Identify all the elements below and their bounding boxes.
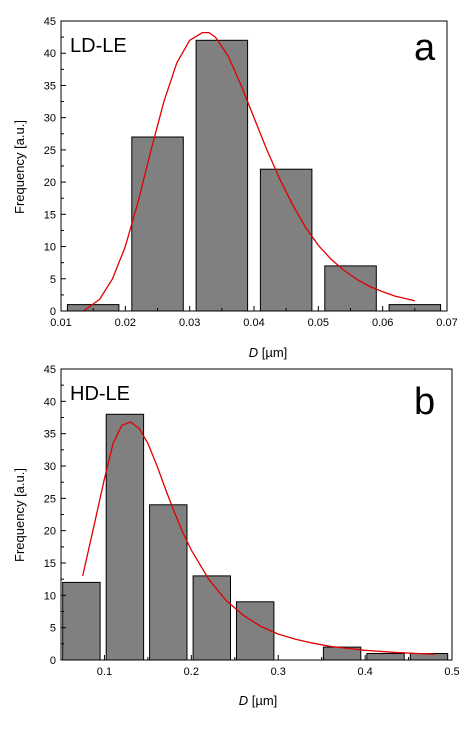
- x-tick-label: 0.03: [179, 317, 200, 329]
- y-tick-label: 30: [44, 113, 56, 125]
- x-axis-label: D [µm]: [249, 345, 288, 360]
- x-tick-label: 0.3: [271, 666, 286, 678]
- histogram-bar: [195, 39, 249, 312]
- x-tick-label: 0.04: [243, 317, 264, 329]
- y-tick-label: 40: [44, 48, 56, 60]
- y-tick-label: 25: [44, 493, 56, 505]
- histogram-bar: [149, 504, 188, 661]
- x-tick-label: 0.5: [444, 666, 459, 678]
- panel-letter: a: [414, 27, 436, 69]
- x-tick-label: 0.1: [97, 666, 112, 678]
- panel-letter: b: [414, 381, 435, 423]
- x-tick-label: 0.02: [115, 317, 136, 329]
- y-tick-label: 10: [44, 590, 56, 602]
- y-tick-label: 30: [44, 461, 56, 473]
- x-tick-label: 0.4: [357, 666, 372, 678]
- histogram-bar: [236, 601, 275, 661]
- y-tick-label: 5: [50, 623, 56, 635]
- x-axis-label: D [µm]: [239, 693, 278, 708]
- y-tick-label: 25: [44, 145, 56, 157]
- y-tick-label: 10: [44, 242, 56, 254]
- panel-tag: HD-LE: [70, 383, 130, 405]
- x-tick-label: 0.05: [308, 317, 329, 329]
- histogram-bar: [366, 653, 405, 661]
- y-tick-label: 40: [44, 396, 56, 408]
- y-axis-label: Frequency [a.u.]: [12, 468, 27, 562]
- y-tick-label: 45: [44, 16, 56, 28]
- y-tick-label: 15: [44, 558, 56, 570]
- histogram-bar: [192, 575, 232, 661]
- histogram-bar: [105, 413, 145, 661]
- y-tick-label: 5: [50, 274, 56, 286]
- x-tick-label: 0.01: [50, 317, 71, 329]
- panel-tag: LD-LE: [70, 35, 127, 57]
- histogram-bar: [324, 265, 377, 312]
- fit-curve: [82, 421, 435, 655]
- y-tick-label: 15: [44, 209, 56, 221]
- histogram-bar: [62, 581, 101, 661]
- y-tick-label: 0: [50, 306, 56, 318]
- y-tick-label: 35: [44, 429, 56, 441]
- x-tick-label: 0.2: [184, 666, 199, 678]
- x-tick-label: 0.06: [372, 317, 393, 329]
- histogram-bar: [131, 136, 184, 312]
- x-tick-label: 0.07: [436, 317, 457, 329]
- y-tick-label: 45: [44, 364, 56, 376]
- panel-b: Frequency [a.u.] D [µm] HD-LE b 0 5 10 15 20…: [12, 364, 460, 708]
- y-axis-label: Frequency [a.u.]: [12, 120, 27, 214]
- fit-curve: [83, 31, 415, 312]
- y-tick-label: 20: [44, 177, 56, 189]
- y-tick-label: 0: [50, 655, 56, 667]
- panel-a: Frequency [a.u.] D [µm] LD-LE a 0 5 10 15 20…: [12, 16, 458, 360]
- y-tick-label: 20: [44, 526, 56, 538]
- y-tick-label: 35: [44, 80, 56, 92]
